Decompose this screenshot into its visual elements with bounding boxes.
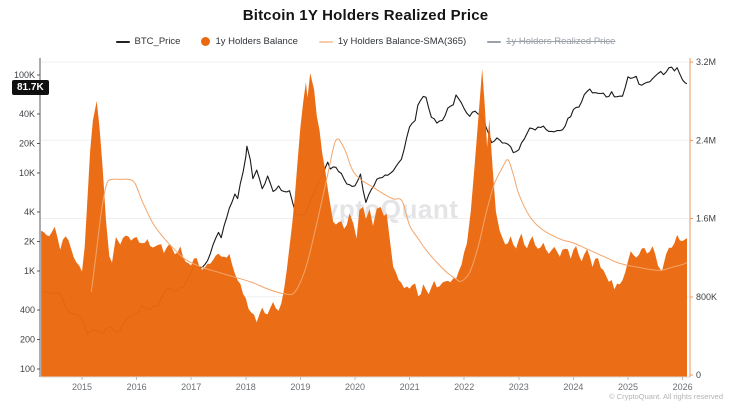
btc-price-legend-marker-line-icon <box>115 40 130 43</box>
x-axis-tick-label: 2025 <box>618 382 638 392</box>
left-axis-tick-label: 40K <box>19 109 35 119</box>
1y-holders-realized-price-legend-marker-line-icon <box>487 40 502 43</box>
legend-item-1y-holders-balance-sma-365[interactable]: 1y Holders Balance-SMA(365) <box>318 36 467 47</box>
x-axis-tick-label: 2017 <box>181 382 201 392</box>
1y-holders-balance-sma-365-legend-marker-line-icon <box>318 40 333 43</box>
legend-item-label: 1y Holders Balance <box>215 36 298 47</box>
right-axis-tick-label: 1.6M <box>696 214 716 224</box>
legend-item-1y-holders-realized-price[interactable]: 1y Holders Realized Price <box>487 36 615 47</box>
left-axis-tick-label: 100K <box>14 70 35 80</box>
left-axis-tick-label: 2K <box>24 237 35 247</box>
x-axis-tick-label: 2020 <box>345 382 365 392</box>
legend-item-1y-holders-balance[interactable]: 1y Holders Balance <box>201 36 298 47</box>
left-axis-tick-label: 10K <box>19 168 35 178</box>
right-axis-tick-label: 0 <box>696 370 701 380</box>
chart-title: Bitcoin 1Y Holders Realized Price <box>242 7 489 24</box>
left-axis-tick-label: 1K <box>24 266 35 276</box>
left-axis-tick-label: 4K <box>24 207 35 217</box>
right-axis-tick-label: 2.4M <box>696 135 716 145</box>
right-axis-tick-label: 800K <box>696 292 717 302</box>
right-axis-tick-label: 3.2M <box>696 57 716 67</box>
x-axis-tick-label: 2021 <box>400 382 420 392</box>
legend-item-btc-price[interactable]: BTC_Price <box>115 36 181 47</box>
x-axis-tick-label: 2024 <box>563 382 583 392</box>
left-axis-tick-label: 20K <box>19 139 35 149</box>
legend: BTC_Price 1y Holders Balance 1y Holders Ba… <box>0 36 731 47</box>
x-axis-tick-label: 2022 <box>454 382 474 392</box>
current-price-badge: 81.7K <box>12 80 49 95</box>
x-axis-tick-label: 2016 <box>127 382 147 392</box>
legend-item-label: 1y Holders Realized Price <box>506 36 616 47</box>
holders-balance-sma-line <box>90 138 688 296</box>
x-axis-tick-label: 2015 <box>72 382 92 392</box>
copyright-text: © CryptoQuant. All rights reserved <box>609 392 723 401</box>
left-axis-tick-label: 100 <box>20 364 35 374</box>
x-axis-tick-label: 2026 <box>673 382 693 392</box>
left-axis-tick-label: 200 <box>20 335 35 345</box>
holders-balance-area <box>41 68 688 377</box>
1y-holders-balance-legend-marker-circle-icon <box>201 37 211 46</box>
x-axis-tick-label: 2023 <box>509 382 529 392</box>
x-axis-tick-label: 2019 <box>290 382 310 392</box>
legend-item-label: BTC_Price <box>134 36 181 47</box>
x-axis-tick-label: 2018 <box>236 382 256 392</box>
legend-item-label: 1y Holders Balance-SMA(365) <box>337 36 467 47</box>
left-axis-tick-label: 400 <box>20 305 35 315</box>
